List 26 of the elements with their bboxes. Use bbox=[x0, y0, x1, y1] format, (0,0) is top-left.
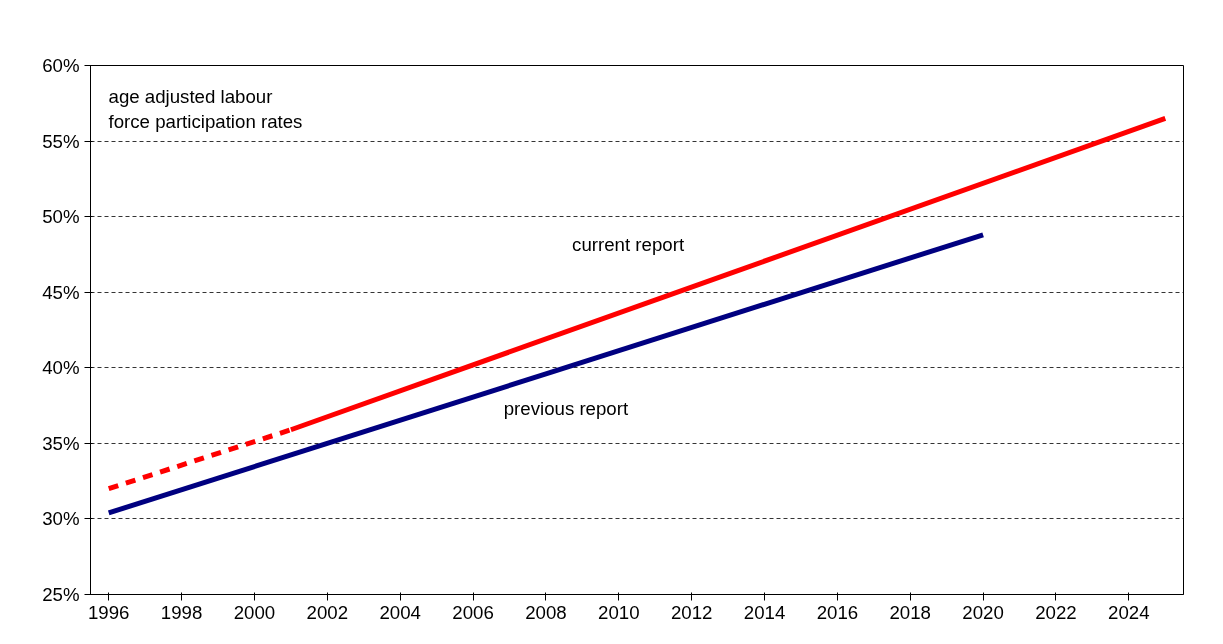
x-tick-label: 2016 bbox=[816, 601, 859, 623]
x-tick-label: 2012 bbox=[670, 601, 713, 623]
x-tick-label: 2002 bbox=[306, 601, 349, 623]
x-tick-label: 2022 bbox=[1035, 601, 1077, 623]
y-tick-label: 25% bbox=[42, 584, 80, 605]
x-tick-label: 2020 bbox=[962, 601, 1004, 623]
y-tick-label: 60% bbox=[42, 55, 80, 76]
x-tick-label: 2014 bbox=[743, 601, 786, 623]
x-tick-label: 2018 bbox=[889, 601, 932, 623]
series-label: current report bbox=[572, 233, 685, 255]
series-label: previous report bbox=[503, 398, 629, 420]
x-tick-label: 1998 bbox=[160, 601, 203, 623]
y-tick-label: 45% bbox=[42, 281, 80, 303]
x-tick-label: 2006 bbox=[452, 601, 494, 623]
y-tick-label: 55% bbox=[42, 130, 80, 152]
x-tick-label: 1996 bbox=[87, 601, 130, 623]
x-tick-label: 2024 bbox=[1108, 601, 1150, 623]
y-tick-label: 35% bbox=[42, 432, 80, 454]
y-tick-label: 30% bbox=[42, 508, 80, 530]
x-tick-label: 2008 bbox=[525, 601, 567, 623]
y-tick-label: 50% bbox=[42, 206, 80, 228]
x-tick-label: 2000 bbox=[233, 601, 276, 623]
x-tick-label: 2004 bbox=[379, 601, 421, 623]
y-tick-label: 40% bbox=[42, 357, 80, 379]
annotation: age adjusted labour force participation rates bbox=[108, 85, 303, 132]
x-tick-label: 2010 bbox=[598, 601, 640, 623]
